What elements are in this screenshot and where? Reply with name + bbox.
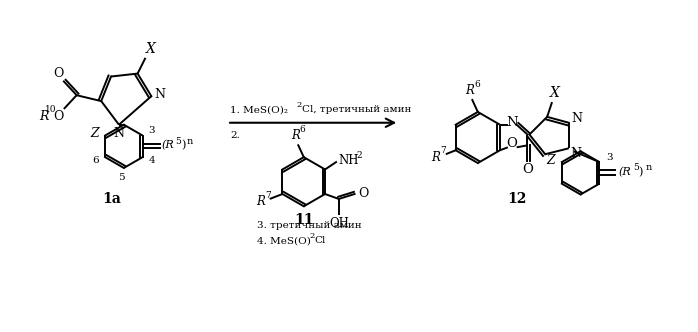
Text: n: n bbox=[646, 163, 652, 172]
Text: R: R bbox=[431, 151, 440, 164]
Text: R: R bbox=[466, 84, 475, 97]
Text: 7: 7 bbox=[440, 146, 446, 155]
Text: Z: Z bbox=[90, 127, 98, 140]
Text: N: N bbox=[113, 127, 124, 140]
Text: 2: 2 bbox=[310, 232, 315, 240]
Text: 4. MeS(O): 4. MeS(O) bbox=[257, 236, 311, 245]
Text: 4: 4 bbox=[149, 156, 156, 165]
Text: O: O bbox=[54, 67, 64, 80]
Text: R: R bbox=[40, 110, 49, 123]
Text: (R: (R bbox=[162, 140, 174, 150]
Text: X: X bbox=[145, 42, 156, 56]
Text: 6: 6 bbox=[92, 156, 98, 165]
Text: Z: Z bbox=[547, 154, 556, 167]
Text: 1a: 1a bbox=[103, 193, 121, 207]
Text: 6: 6 bbox=[474, 80, 480, 89]
Text: 3. третичный амин: 3. третичный амин bbox=[257, 221, 361, 230]
Text: 12: 12 bbox=[507, 193, 527, 207]
Text: N: N bbox=[570, 147, 581, 160]
Text: 3: 3 bbox=[606, 153, 612, 162]
Text: 10: 10 bbox=[45, 106, 57, 115]
Text: N: N bbox=[571, 112, 582, 125]
Text: X: X bbox=[550, 86, 560, 100]
Text: N: N bbox=[506, 116, 517, 129]
Text: N: N bbox=[155, 88, 165, 101]
Text: ): ) bbox=[639, 167, 643, 177]
Text: 2.: 2. bbox=[230, 131, 240, 140]
Text: ): ) bbox=[181, 140, 185, 150]
Text: O: O bbox=[54, 110, 64, 123]
Text: R: R bbox=[292, 129, 300, 142]
Text: 2: 2 bbox=[357, 151, 362, 160]
Text: NH: NH bbox=[339, 154, 359, 167]
Text: n: n bbox=[186, 137, 193, 146]
Text: Cl: Cl bbox=[315, 236, 326, 245]
Text: 5: 5 bbox=[175, 137, 181, 146]
Text: OH: OH bbox=[329, 217, 349, 230]
Text: 1. MeS(O)₂: 1. MeS(O)₂ bbox=[230, 106, 288, 115]
Text: 6: 6 bbox=[299, 125, 305, 134]
Text: 7: 7 bbox=[265, 192, 271, 201]
Text: O: O bbox=[358, 187, 369, 200]
Text: O: O bbox=[522, 163, 533, 176]
Text: 5: 5 bbox=[633, 163, 639, 172]
Text: Cl, третичный амин: Cl, третичный амин bbox=[302, 106, 411, 115]
Text: 3: 3 bbox=[148, 126, 155, 135]
Text: R: R bbox=[256, 196, 265, 208]
Text: O: O bbox=[506, 137, 517, 150]
Text: 5: 5 bbox=[119, 173, 125, 182]
Text: 11: 11 bbox=[294, 213, 313, 227]
Text: (R: (R bbox=[618, 167, 631, 177]
Text: 2: 2 bbox=[297, 101, 302, 109]
